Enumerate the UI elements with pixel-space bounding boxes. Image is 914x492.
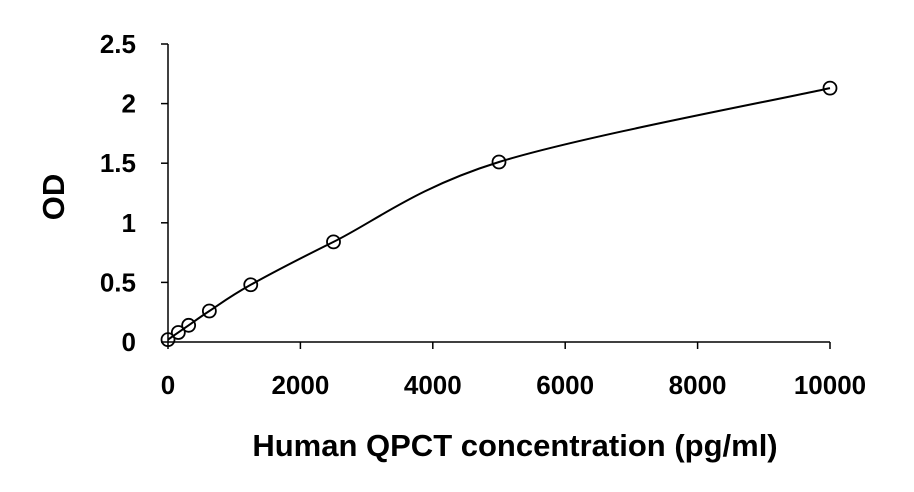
data-point [170, 325, 186, 340]
x-tick-label: 2000 [271, 370, 329, 400]
y-tick-label: 2.5 [100, 29, 136, 59]
data-point [243, 277, 259, 293]
data-point [491, 154, 507, 170]
data-points [160, 80, 838, 348]
data-point [160, 332, 176, 348]
y-tick-label: 0 [122, 327, 136, 357]
x-tick-label: 6000 [536, 370, 594, 400]
y-axis-title: OD [36, 174, 71, 221]
y-tick-label: 2 [122, 89, 136, 119]
data-point [201, 303, 217, 319]
data-point [822, 80, 838, 96]
data-point [326, 234, 341, 250]
x-tick-label: 0 [161, 370, 175, 400]
x-tick-label: 10000 [794, 370, 866, 400]
y-tick-label: 1.5 [100, 148, 136, 178]
x-axis-ticks: 0 2000 4000 6000 8000 10000 [161, 342, 866, 400]
x-tick-label: 4000 [404, 370, 462, 400]
x-axis-title: Human QPCT concentration (pg/ml) [252, 428, 777, 463]
y-tick-label: 1 [122, 208, 136, 238]
fit-curve [167, 87, 831, 341]
y-axis-ticks: 0 0.5 1 1.5 2 2.5 [100, 29, 168, 357]
data-point [181, 317, 197, 333]
x-tick-label: 8000 [669, 370, 727, 400]
y-tick-label: 0.5 [100, 267, 136, 297]
